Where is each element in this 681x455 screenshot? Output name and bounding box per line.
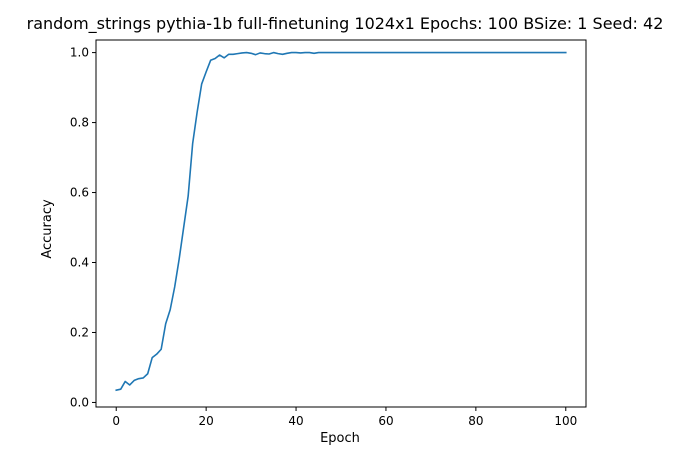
x-tick-label: 20 (198, 414, 213, 428)
y-tick-label: 0.6 (70, 186, 89, 200)
plot-frame (95, 39, 587, 408)
plot-area: 0 20 40 60 80 100 0.0 0.2 0.4 0.6 0.8 1.0 (70, 39, 587, 428)
x-tick-label: 100 (554, 414, 577, 428)
y-tick-label: 1.0 (70, 46, 89, 60)
y-tick-label: 0.4 (70, 256, 89, 270)
x-axis-label: Epoch (320, 431, 360, 446)
y-tick-label: 0.8 (70, 116, 89, 130)
y-axis-label: Accuracy (40, 199, 55, 259)
series-line-0 (115, 51, 567, 392)
y-tick-label: 0.0 (70, 395, 89, 409)
x-tick-label: 40 (288, 414, 303, 428)
x-tick-label: 60 (378, 414, 393, 428)
y-tick-label: 0.2 (70, 325, 89, 339)
chart-title: random_strings pythia-1b full-finetuning… (27, 14, 664, 34)
x-tick-label: 80 (468, 414, 483, 428)
x-tick-label: 0 (112, 414, 120, 428)
